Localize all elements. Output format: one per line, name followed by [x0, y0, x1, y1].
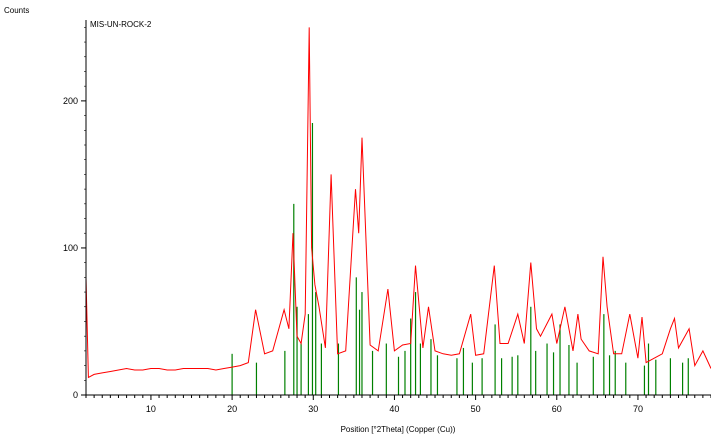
x-tick-label: 60: [552, 404, 562, 414]
x-tick-label: 20: [227, 404, 237, 414]
sample-label: MIS-UN-ROCK-2: [90, 20, 152, 29]
y-tick-label: 0: [73, 390, 78, 400]
ticks: 10 20 30 40 50 60 70 0 100 200: [63, 27, 711, 414]
x-axis-label: Position [°2Theta] (Copper (Cu)): [341, 425, 456, 434]
y-axis-label: Counts: [4, 6, 29, 15]
y-tick-label: 200: [63, 96, 78, 106]
reference-lines: [231, 122, 689, 395]
x-tick-label: 10: [146, 404, 156, 414]
y-tick-label: 100: [63, 243, 78, 253]
diffraction-pattern: [85, 27, 711, 379]
axes: [85, 20, 711, 396]
x-tick-label: 30: [308, 404, 318, 414]
x-tick-label: 70: [633, 404, 643, 414]
x-tick-label: 50: [471, 404, 481, 414]
x-tick-label: 40: [389, 404, 399, 414]
pattern-line: [85, 27, 711, 379]
